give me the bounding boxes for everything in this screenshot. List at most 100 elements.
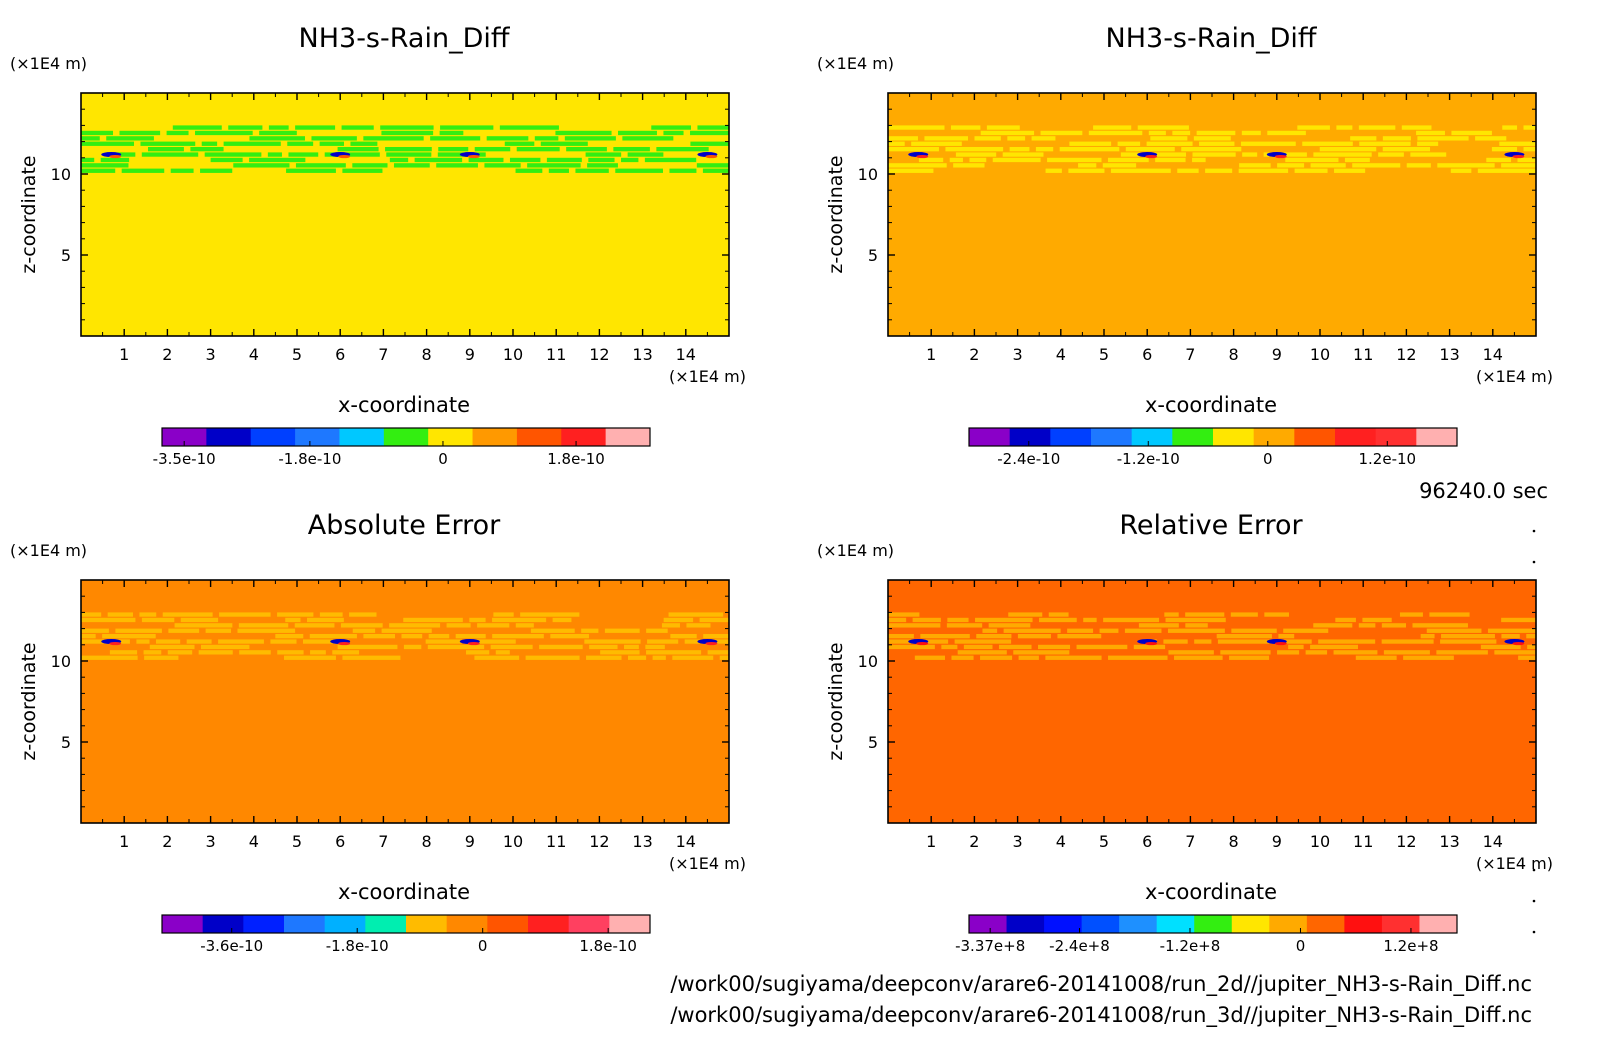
band-segment bbox=[140, 141, 196, 146]
x-tick-label: 13 bbox=[1439, 832, 1459, 851]
band-segment bbox=[1240, 141, 1296, 146]
colorbar-tick-label: 0 bbox=[1296, 937, 1306, 955]
band-segment bbox=[350, 141, 378, 146]
colorbar: -3.37e+8 -2.4e+8 -1.2e+8 0 1.2e+8 bbox=[955, 914, 1458, 955]
colorbar-tick-label: -1.8e-10 bbox=[278, 450, 341, 468]
band-segment bbox=[1048, 612, 1069, 617]
x-tick-label: 9 bbox=[465, 345, 475, 364]
band-segment bbox=[696, 163, 729, 168]
band-segment bbox=[1099, 628, 1119, 633]
extreme-spot bbox=[916, 641, 929, 646]
band-segment bbox=[976, 634, 1012, 639]
colorbar-frame bbox=[968, 427, 1458, 447]
band-segment bbox=[427, 644, 485, 650]
x-tick-label: 4 bbox=[1056, 345, 1066, 364]
band-segment bbox=[947, 617, 969, 623]
band-segment bbox=[1355, 655, 1397, 660]
y-tick-label: 10 bbox=[858, 165, 878, 184]
band-segment bbox=[455, 634, 486, 639]
band-segment bbox=[219, 612, 271, 617]
chart-panel-3: Absolute Error(×1E4 m)1 2 3 4 5 6 7 8 9 10 11 12 13 1… bbox=[10, 510, 746, 955]
band-segment bbox=[1502, 125, 1518, 130]
band-segment bbox=[495, 650, 510, 655]
band-segment bbox=[403, 644, 422, 650]
band-segment bbox=[139, 612, 157, 617]
band-segment bbox=[1038, 644, 1071, 650]
colorbar-tick-label: -3.37e+8 bbox=[955, 937, 1025, 955]
colorbar-swatch bbox=[383, 428, 429, 446]
band-segment bbox=[941, 644, 958, 650]
band-segment bbox=[162, 612, 213, 617]
band-segment bbox=[1310, 644, 1358, 650]
band-segment bbox=[1401, 125, 1432, 130]
chart-title: NH3-s-Rain_Diff bbox=[299, 23, 511, 54]
x-axis-unit: (×1E4 m) bbox=[1476, 367, 1553, 386]
colorbar-tick-label: 0 bbox=[478, 937, 488, 955]
band-segment bbox=[888, 141, 905, 146]
extreme-spot bbox=[467, 641, 480, 646]
band-segment bbox=[1148, 130, 1166, 136]
colorbar-swatch bbox=[339, 428, 385, 446]
colorbar-tick-label: -2.4e-10 bbox=[997, 450, 1060, 468]
band-segment bbox=[575, 168, 609, 173]
band-segment bbox=[337, 644, 398, 650]
colorbar-swatch bbox=[295, 428, 340, 446]
band-segment bbox=[1057, 634, 1102, 639]
band-segment bbox=[100, 157, 130, 163]
x-tick-label: 12 bbox=[1396, 345, 1416, 364]
band-segment bbox=[1381, 639, 1434, 644]
band-segment bbox=[200, 168, 233, 173]
band-segment bbox=[1205, 168, 1233, 173]
y-tick-label: 5 bbox=[868, 733, 878, 752]
band-segment bbox=[911, 141, 962, 146]
band-segment bbox=[1403, 655, 1454, 660]
colorbar-swatch bbox=[406, 915, 448, 933]
band-segment bbox=[468, 157, 504, 163]
x-tick-label: 14 bbox=[1483, 832, 1503, 851]
chart-title: NH3-s-Rain_Diff bbox=[1106, 23, 1318, 54]
band-segment bbox=[81, 157, 95, 163]
x-tick-label: 13 bbox=[1439, 345, 1459, 364]
colorbar-swatch bbox=[969, 428, 1011, 446]
band-segment bbox=[1501, 163, 1536, 168]
band-segment bbox=[141, 617, 175, 623]
band-segment bbox=[1440, 639, 1497, 644]
x-axis-unit: (×1E4 m) bbox=[669, 854, 746, 873]
band-segment bbox=[352, 163, 388, 168]
colorbar-swatch bbox=[1416, 428, 1458, 446]
colorbar-tick-label: 1.2e-10 bbox=[1358, 450, 1416, 468]
colorbar-tick-label: 1.2e+8 bbox=[1383, 937, 1438, 955]
colorbar-tick-label: -2.4e+8 bbox=[1049, 937, 1110, 955]
band-segment bbox=[530, 628, 575, 633]
band-segment bbox=[663, 617, 694, 623]
colorbar-swatch bbox=[162, 915, 204, 933]
band-segment bbox=[1288, 644, 1304, 650]
band-segment bbox=[1491, 147, 1518, 152]
band-segment bbox=[1168, 650, 1214, 655]
colorbar-swatch bbox=[1419, 915, 1458, 933]
colorbar-swatch bbox=[1131, 428, 1173, 446]
band-segment bbox=[295, 163, 346, 168]
band-segment bbox=[106, 136, 154, 141]
band-segment bbox=[581, 628, 599, 633]
band-segment bbox=[1102, 163, 1137, 168]
colorbar-swatch bbox=[1194, 915, 1233, 933]
band-segment bbox=[1499, 141, 1536, 146]
x-tick-label: 4 bbox=[249, 832, 259, 851]
band-segment bbox=[167, 650, 193, 655]
x-tick-label: 2 bbox=[969, 832, 979, 851]
y-axis-ticks: 5 10 bbox=[51, 108, 729, 321]
x-tick-label: 3 bbox=[206, 832, 216, 851]
colorbar: -2.4e-10 -1.2e-10 0 1.2e-10 bbox=[968, 427, 1458, 468]
band-segment bbox=[170, 168, 194, 173]
band-segment bbox=[249, 136, 305, 141]
colorbar-tick-label: 0 bbox=[1263, 450, 1273, 468]
extreme-spot bbox=[1145, 154, 1158, 159]
band-segment bbox=[1350, 136, 1377, 141]
band-segment bbox=[1107, 157, 1149, 163]
colorbar-swatch bbox=[1294, 428, 1336, 446]
band-segment bbox=[1319, 147, 1377, 152]
band-segment bbox=[954, 639, 1012, 644]
x-tick-label: 9 bbox=[1272, 345, 1282, 364]
x-tick-label: 11 bbox=[546, 832, 566, 851]
